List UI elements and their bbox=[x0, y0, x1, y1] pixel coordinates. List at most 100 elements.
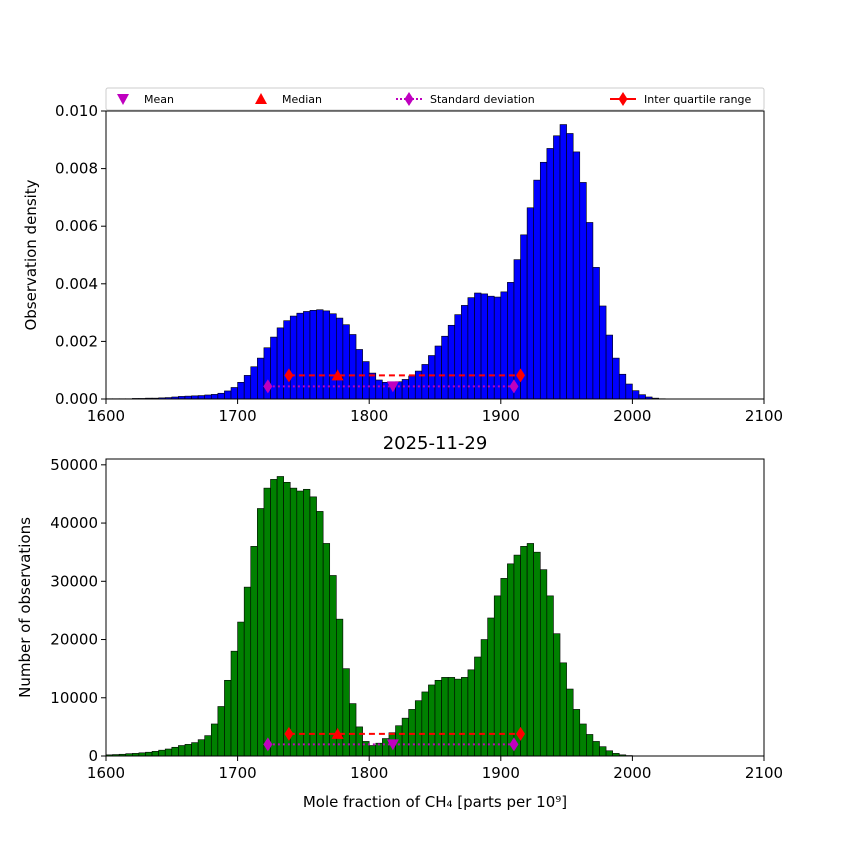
histogram-bar bbox=[276, 476, 284, 757]
histogram-bar bbox=[507, 563, 515, 757]
histogram-bar bbox=[250, 366, 258, 400]
histogram-bar bbox=[309, 496, 317, 757]
histogram-bar bbox=[526, 207, 534, 400]
histogram-bar bbox=[632, 390, 640, 400]
histogram-bar bbox=[638, 394, 646, 400]
histogram-bar bbox=[210, 394, 219, 400]
density-panel: 1600 1700 1800 1900 2000 2100 0.000 0.002 0.004 0… bbox=[22, 102, 783, 425]
series-marker-diamond bbox=[516, 368, 526, 383]
histogram-bar bbox=[263, 487, 271, 757]
histogram-bar bbox=[184, 744, 192, 757]
histogram-bar bbox=[539, 569, 548, 757]
histogram-bar bbox=[316, 511, 324, 757]
histogram-bar bbox=[474, 292, 482, 400]
histogram-bar bbox=[566, 688, 574, 757]
plot-frame bbox=[105, 110, 765, 400]
y-tick-label: 0.006 bbox=[55, 217, 98, 235]
histogram-bar bbox=[546, 148, 554, 400]
histogram-bar bbox=[145, 751, 153, 757]
histogram-bar bbox=[487, 295, 495, 400]
histogram-bar bbox=[362, 361, 370, 400]
histogram-bar bbox=[592, 267, 600, 400]
y-tick-label: 40000 bbox=[50, 514, 98, 532]
x-tick-label: 2100 bbox=[745, 764, 783, 782]
histogram-bar bbox=[250, 546, 258, 757]
legend: Mean Median Standard deviation Inter quarti… bbox=[105, 87, 765, 111]
histogram-bar bbox=[421, 364, 429, 400]
histogram-bar bbox=[243, 586, 252, 757]
histogram-bar bbox=[605, 334, 613, 400]
histogram-bars bbox=[105, 124, 666, 400]
histogram-bar bbox=[401, 717, 409, 757]
histogram-bar bbox=[553, 633, 561, 757]
y-tick-label: 0.002 bbox=[55, 332, 98, 350]
histogram-bar bbox=[592, 741, 600, 757]
histogram-bar bbox=[599, 305, 607, 400]
series-marker-diamond bbox=[516, 726, 526, 741]
y-axis-label: Number of observations bbox=[16, 517, 34, 698]
histogram-bar bbox=[461, 305, 469, 400]
histogram-bar bbox=[447, 324, 456, 400]
histogram-bar bbox=[224, 390, 232, 400]
histogram-bar bbox=[243, 375, 252, 400]
histogram-bar bbox=[224, 679, 232, 757]
histogram-bar bbox=[204, 735, 212, 757]
legend-marker-triangle-up bbox=[255, 93, 267, 104]
x-tick-label: 1700 bbox=[219, 764, 257, 782]
x-tick-label: 2100 bbox=[745, 407, 783, 425]
y-tick-label: 30000 bbox=[50, 572, 98, 590]
histogram-bar bbox=[283, 481, 291, 757]
histogram-bar bbox=[178, 745, 186, 757]
histogram-bar bbox=[612, 357, 620, 400]
y-tick-label: 0.008 bbox=[55, 160, 98, 178]
histogram-bar bbox=[164, 748, 173, 757]
histogram-bar bbox=[382, 381, 390, 400]
histogram-bar bbox=[421, 691, 429, 757]
histogram-bar bbox=[270, 479, 278, 757]
x-tick-label: 1900 bbox=[482, 407, 520, 425]
histogram-bar bbox=[230, 387, 238, 400]
series-marker-diamond bbox=[263, 737, 273, 752]
histogram-bar bbox=[375, 379, 383, 400]
histogram-bar bbox=[303, 488, 311, 757]
y-tick-label: 10000 bbox=[50, 689, 98, 707]
histogram-bar bbox=[467, 297, 475, 400]
histogram-bar bbox=[493, 296, 502, 400]
histogram-bar bbox=[572, 151, 581, 400]
y-axis-label: Observation density bbox=[22, 179, 40, 330]
histogram-bar bbox=[467, 669, 475, 757]
plot-frame bbox=[105, 458, 765, 757]
y-tick-label: 0 bbox=[88, 747, 98, 765]
x-tick-label: 1800 bbox=[350, 407, 388, 425]
histogram-bar bbox=[441, 335, 449, 400]
histogram-bar bbox=[204, 394, 212, 400]
legend-label: Standard deviation bbox=[430, 93, 535, 106]
histogram-bar bbox=[474, 656, 482, 757]
histogram-bar bbox=[257, 357, 265, 400]
statistics-overlay bbox=[263, 726, 526, 752]
histogram-bar bbox=[322, 543, 331, 757]
histogram-bar bbox=[414, 700, 423, 757]
histogram-bar bbox=[487, 617, 495, 757]
x-tick-label: 1800 bbox=[350, 764, 388, 782]
histogram-bar bbox=[539, 161, 548, 400]
x-tick-label: 1600 bbox=[87, 764, 125, 782]
histogram-bar bbox=[434, 345, 442, 400]
x-tick-label: 2000 bbox=[613, 764, 651, 782]
histogram-bar bbox=[296, 312, 304, 400]
histogram-bar bbox=[197, 395, 205, 400]
histogram-bar bbox=[408, 375, 416, 400]
histogram-bar bbox=[158, 749, 166, 757]
legend-entry: Standard deviation bbox=[396, 92, 535, 106]
histogram-bar bbox=[586, 222, 594, 400]
histogram-bar bbox=[546, 595, 554, 757]
statistics-overlay bbox=[263, 368, 526, 394]
histogram-bar bbox=[289, 487, 298, 757]
histogram-bar bbox=[210, 723, 219, 757]
histogram-bar bbox=[428, 355, 436, 400]
series-marker-triangle-up bbox=[331, 369, 344, 381]
histogram-bar bbox=[197, 739, 205, 757]
series-marker-diamond bbox=[263, 379, 273, 394]
histogram-bar bbox=[480, 293, 488, 400]
